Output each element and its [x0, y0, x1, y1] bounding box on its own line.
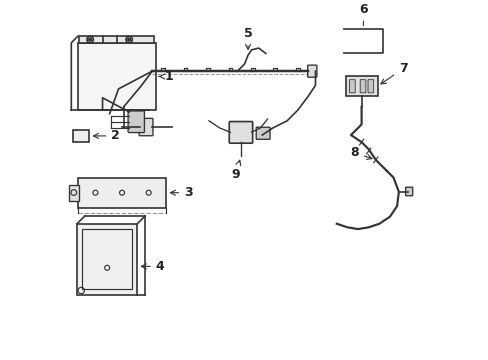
Text: 5: 5 — [243, 27, 252, 49]
FancyBboxPatch shape — [77, 224, 137, 295]
FancyBboxPatch shape — [73, 130, 89, 142]
FancyBboxPatch shape — [360, 80, 365, 93]
FancyBboxPatch shape — [139, 118, 153, 136]
Text: 7: 7 — [380, 62, 407, 84]
FancyBboxPatch shape — [229, 122, 252, 143]
FancyBboxPatch shape — [78, 177, 166, 208]
FancyBboxPatch shape — [405, 187, 412, 196]
Text: 6: 6 — [358, 3, 367, 26]
Text: 9: 9 — [231, 160, 240, 181]
FancyBboxPatch shape — [345, 76, 377, 96]
FancyBboxPatch shape — [78, 43, 156, 110]
Circle shape — [88, 38, 91, 41]
FancyBboxPatch shape — [80, 36, 154, 43]
FancyBboxPatch shape — [367, 80, 373, 93]
FancyBboxPatch shape — [307, 65, 316, 77]
FancyBboxPatch shape — [349, 80, 354, 93]
Text: 1: 1 — [159, 70, 173, 83]
Text: 8: 8 — [349, 146, 371, 159]
Text: 2: 2 — [93, 130, 120, 143]
Text: 4: 4 — [141, 260, 164, 273]
Circle shape — [127, 38, 130, 41]
FancyBboxPatch shape — [128, 111, 144, 132]
FancyBboxPatch shape — [256, 127, 269, 139]
Text: 3: 3 — [170, 186, 192, 199]
FancyBboxPatch shape — [69, 185, 79, 201]
